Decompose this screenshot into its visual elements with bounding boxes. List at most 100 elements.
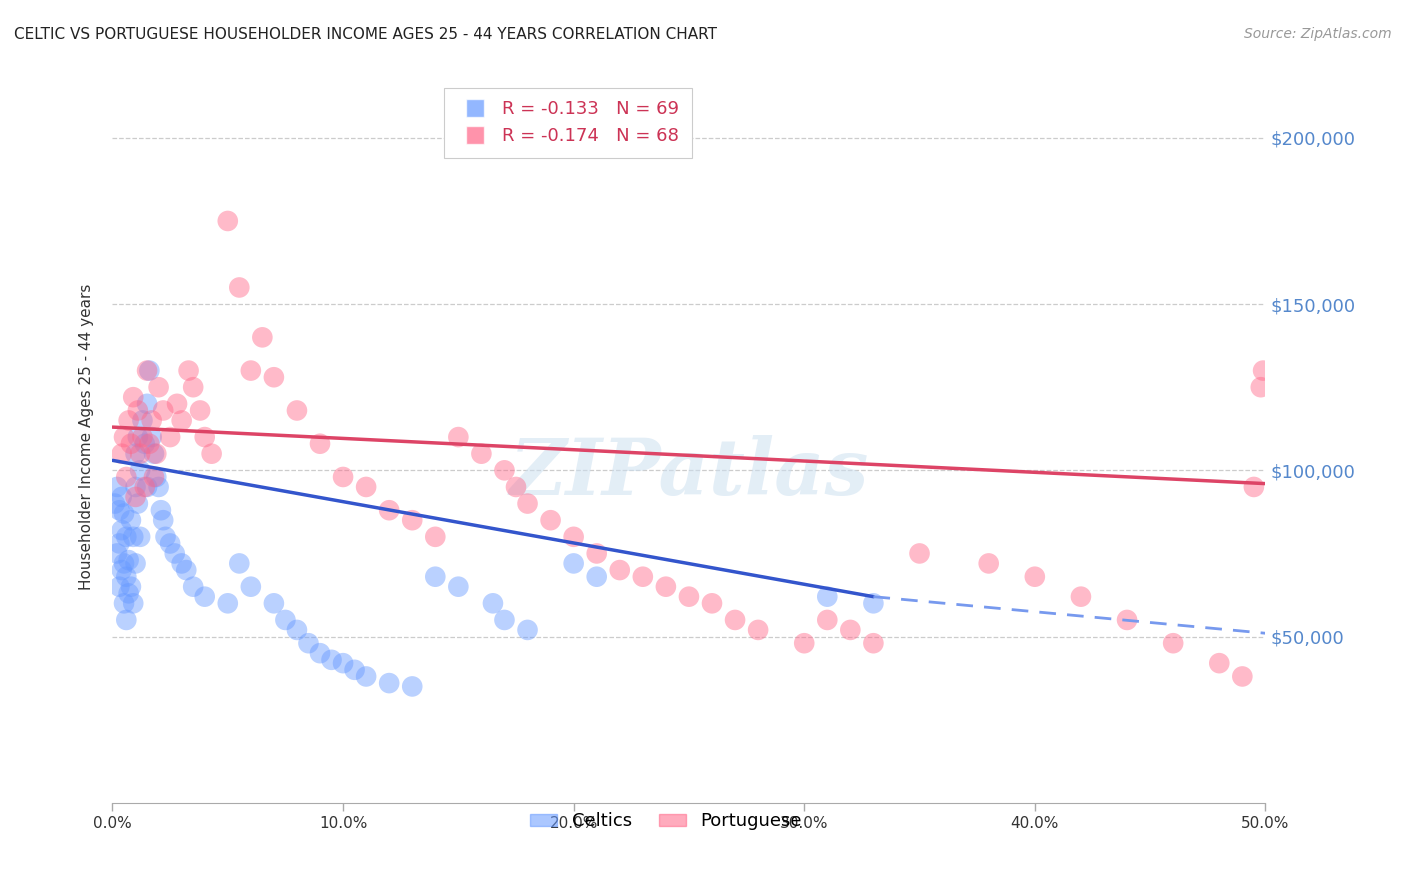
Point (378, 503, 401, 517)
Point (145, 470, 167, 484)
Point (494, 463, 516, 477)
Point (104, 497, 127, 511)
Point (562, 530, 585, 544)
Point (111, 447, 134, 461)
Point (378, 676, 401, 690)
Point (141, 430, 163, 444)
Point (862, 636, 884, 650)
Text: CELTIC VS PORTUGUESE HOUSEHOLDER INCOME AGES 25 - 44 YEARS CORRELATION CHART: CELTIC VS PORTUGUESE HOUSEHOLDER INCOME … (14, 27, 717, 42)
Point (1116, 613, 1139, 627)
Point (108, 503, 131, 517)
Point (321, 653, 343, 667)
Point (1161, 636, 1184, 650)
Point (138, 436, 160, 450)
Point (747, 623, 769, 637)
Point (1024, 570, 1046, 584)
Point (252, 330, 274, 344)
Point (124, 447, 146, 461)
Point (239, 580, 262, 594)
Point (112, 507, 135, 521)
Point (177, 363, 200, 377)
Point (111, 563, 134, 577)
Point (129, 530, 152, 544)
Point (131, 413, 153, 427)
Point (309, 646, 332, 660)
Point (862, 596, 884, 610)
Text: Source: ZipAtlas.com: Source: ZipAtlas.com (1244, 27, 1392, 41)
Point (332, 656, 354, 670)
Point (141, 413, 163, 427)
Point (447, 580, 470, 594)
Point (120, 513, 142, 527)
Point (516, 623, 538, 637)
Point (143, 447, 166, 461)
Point (124, 557, 146, 571)
Point (482, 596, 505, 610)
Point (134, 480, 156, 494)
Point (115, 470, 138, 484)
Point (228, 280, 250, 294)
Point (122, 596, 145, 610)
Point (297, 636, 319, 650)
Point (425, 530, 447, 544)
Point (148, 380, 170, 394)
Point (170, 557, 193, 571)
Point (138, 363, 160, 377)
Point (155, 530, 177, 544)
Point (839, 623, 862, 637)
Point (201, 447, 224, 461)
Point (540, 513, 562, 527)
Point (263, 370, 285, 384)
Point (217, 596, 239, 610)
Point (188, 403, 211, 417)
Point (181, 380, 204, 394)
Point (166, 397, 188, 411)
Point (122, 390, 145, 404)
Point (174, 563, 197, 577)
Point (815, 613, 838, 627)
Point (111, 523, 134, 537)
Point (700, 596, 723, 610)
Point (111, 490, 134, 504)
Point (354, 480, 377, 494)
Point (120, 436, 142, 450)
Point (152, 403, 174, 417)
Point (1070, 590, 1092, 604)
Y-axis label: Householder Income Ages 25 - 44 years: Householder Income Ages 25 - 44 years (79, 284, 94, 591)
Point (124, 490, 146, 504)
Point (129, 463, 152, 477)
Point (793, 636, 815, 650)
Point (1251, 363, 1274, 377)
Point (516, 497, 538, 511)
Point (562, 557, 585, 571)
Point (655, 580, 678, 594)
Point (1232, 669, 1254, 683)
Point (145, 447, 167, 461)
Point (122, 530, 145, 544)
Point (159, 430, 181, 444)
Point (117, 413, 139, 427)
Point (112, 596, 135, 610)
Point (354, 669, 377, 683)
Point (159, 536, 181, 550)
Point (149, 503, 172, 517)
Point (181, 580, 204, 594)
Point (274, 613, 297, 627)
Point (148, 480, 170, 494)
Point (105, 480, 128, 494)
Point (1243, 480, 1265, 494)
Point (115, 613, 138, 627)
Point (724, 613, 747, 627)
Point (239, 363, 262, 377)
Point (115, 530, 138, 544)
Legend: Celtics, Portuguese: Celtics, Portuguese (523, 805, 808, 838)
Point (585, 546, 607, 560)
Point (117, 586, 139, 600)
Point (127, 430, 149, 444)
Point (129, 447, 152, 461)
Point (505, 480, 527, 494)
Point (1250, 380, 1272, 394)
Point (401, 513, 423, 527)
Point (343, 663, 366, 677)
Point (131, 430, 153, 444)
